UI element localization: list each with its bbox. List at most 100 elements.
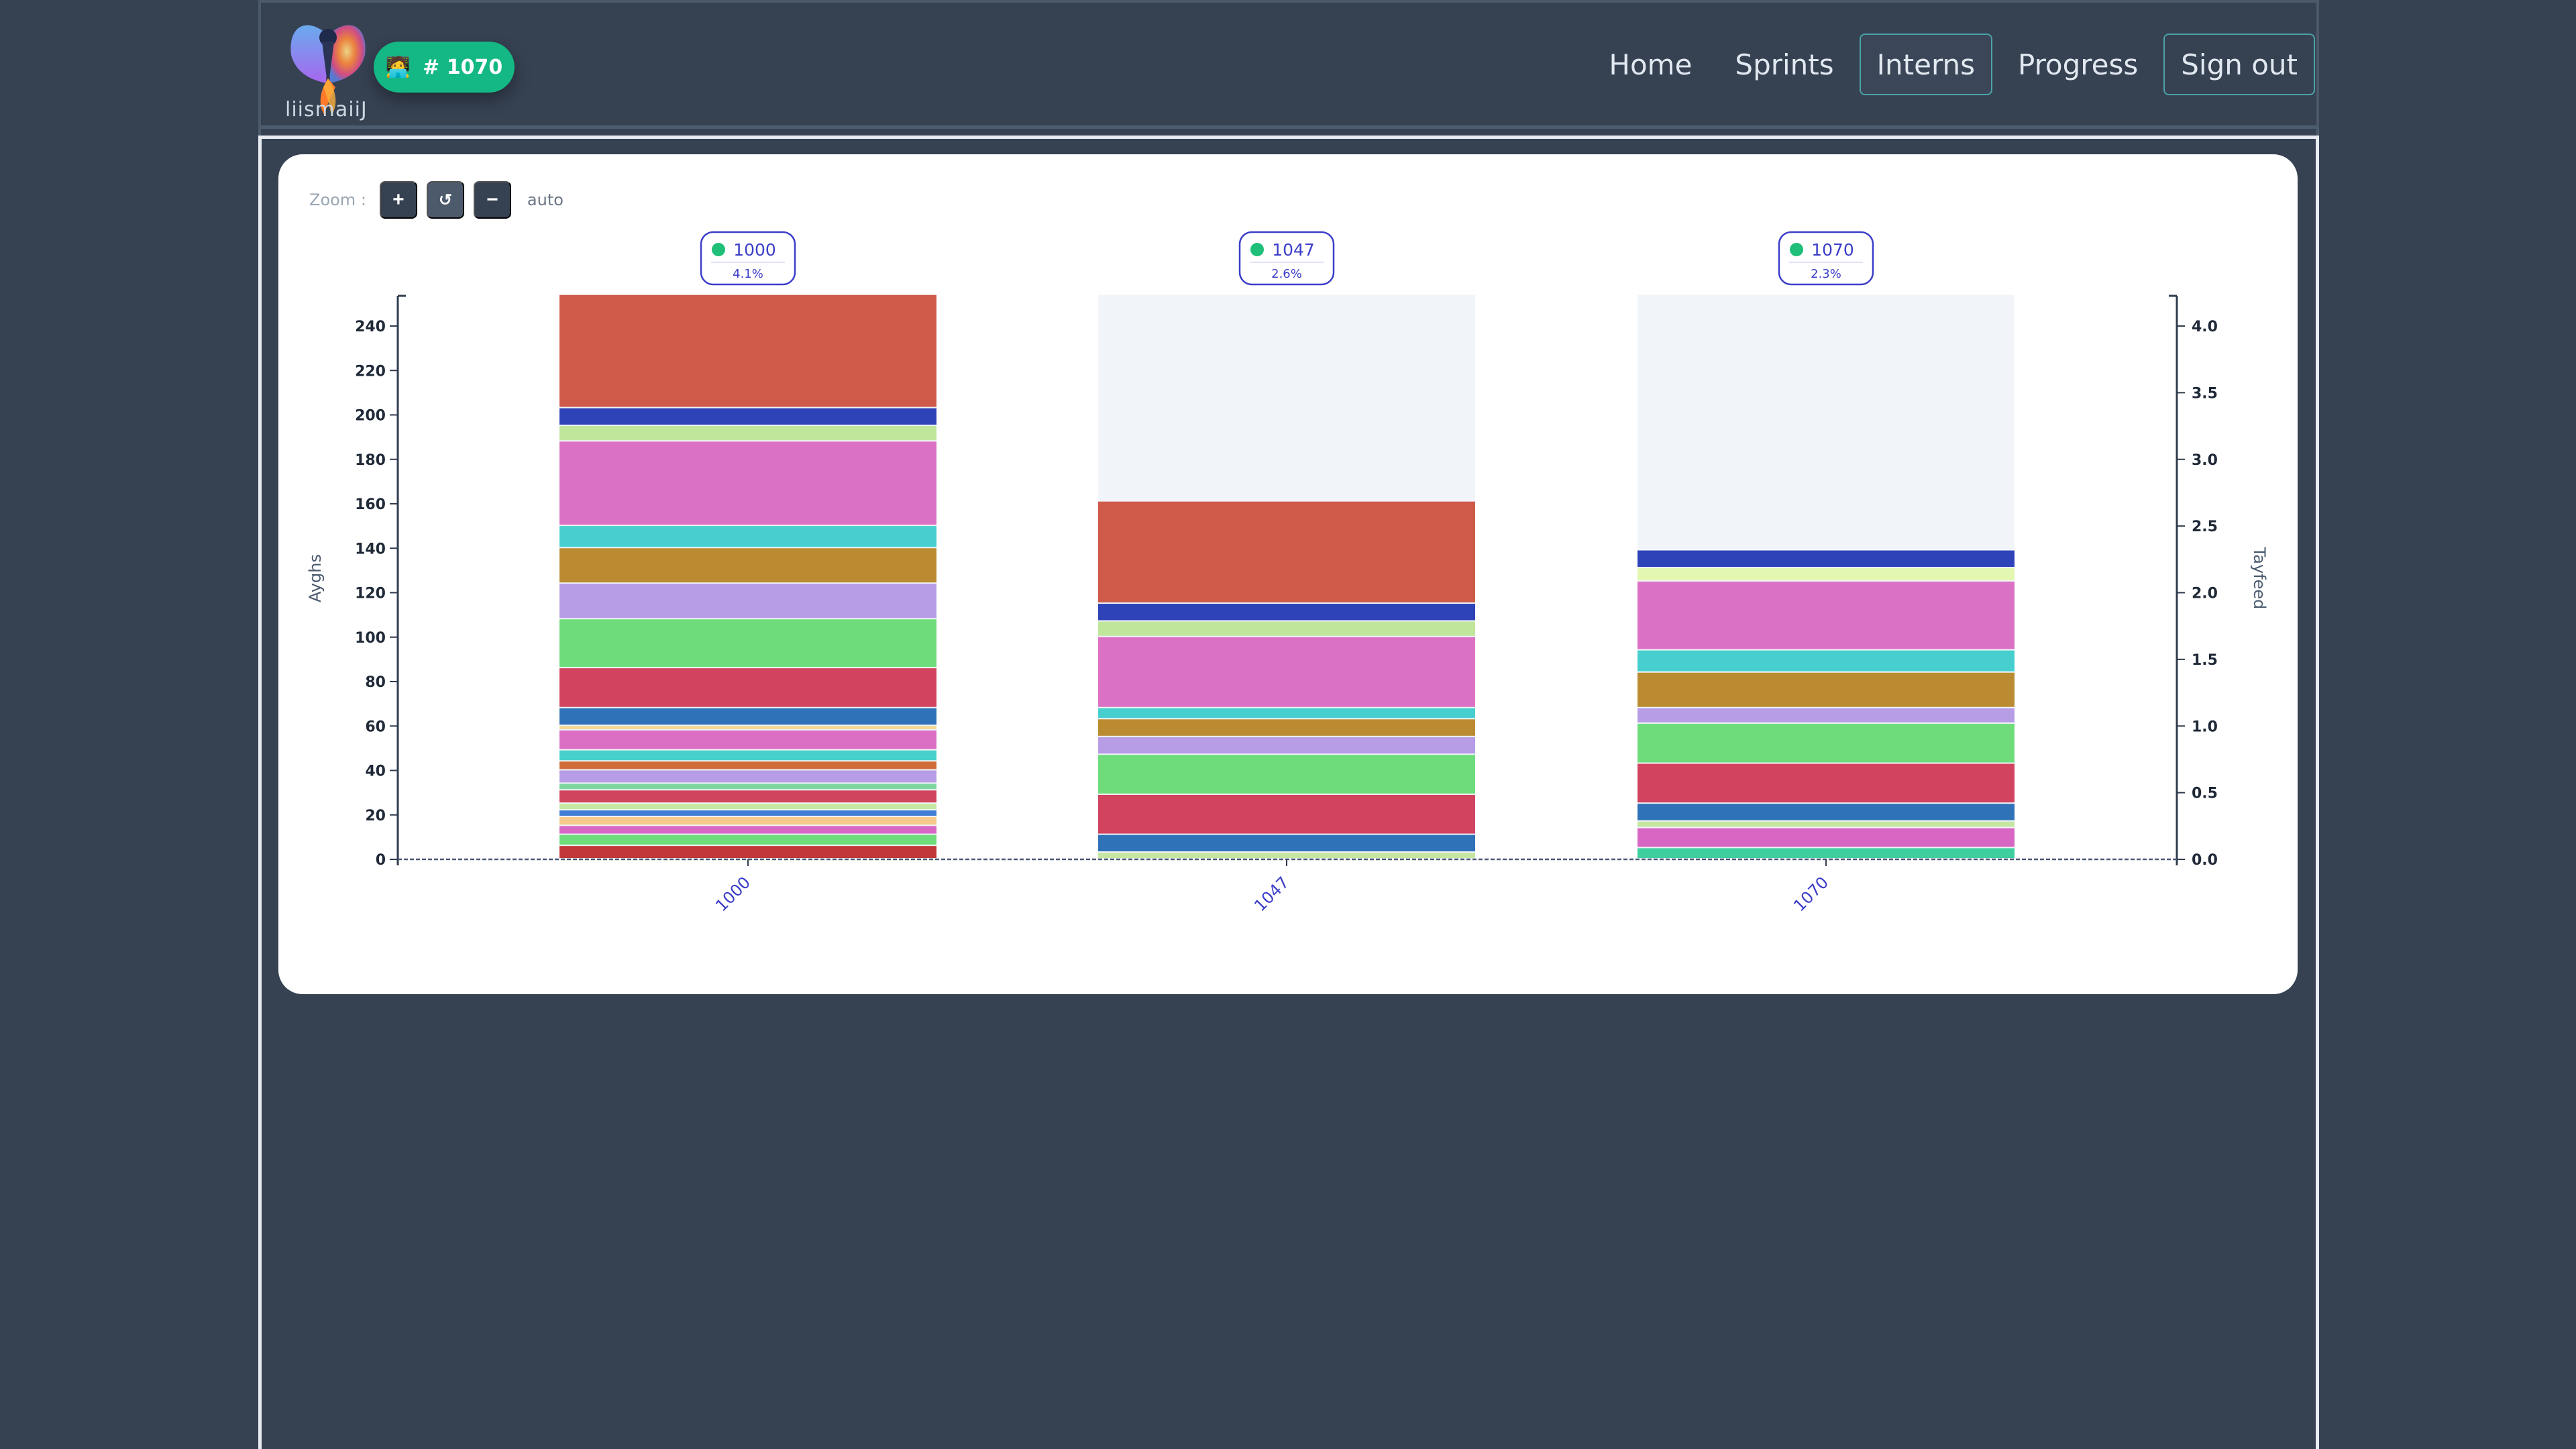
- bar-segment-1000-8: [559, 770, 936, 783]
- bar-segment-1000-9: [559, 761, 936, 769]
- bar-segment-1070-7: [1638, 672, 2015, 707]
- y2-tick-label: 2.0: [2192, 586, 2218, 602]
- nav-sprints[interactable]: Sprints: [1735, 48, 1834, 81]
- bar-tag-percent: 2.3%: [1811, 267, 1841, 281]
- bar-segment-1047-4: [1098, 737, 1475, 754]
- intern-badge[interactable]: 🧑‍💻 # 1070: [374, 42, 515, 93]
- bar-tag-label: 1070: [1811, 240, 1854, 260]
- bar-segment-1000-21: [559, 408, 936, 425]
- bar-segment-1000-20: [559, 426, 936, 441]
- bar-tag-1070: [1778, 231, 1874, 286]
- nav-home[interactable]: Home: [1609, 48, 1693, 81]
- bar-segment-1047-2: [1098, 794, 1475, 834]
- bar-segment-1000-5: [559, 804, 936, 810]
- nav-links: Home Sprints Interns Progress Sign out: [1583, 34, 2315, 95]
- logo-text: liismaiiJ: [285, 98, 368, 121]
- y2-tick-label: 1.0: [2192, 718, 2218, 735]
- bar-segment-1047-1: [1098, 835, 1475, 852]
- bar-segment-1047-6: [1098, 708, 1475, 718]
- bar-segment-1070-1: [1638, 828, 2015, 847]
- bar-segment-1047-8: [1098, 621, 1475, 636]
- zoom-reset-button[interactable]: ↺: [426, 181, 464, 219]
- bar-tag-1000: [700, 231, 796, 286]
- bar-segment-1000-12: [559, 726, 936, 729]
- bar-segment-1070-3: [1638, 804, 2015, 820]
- y-tick-label: 20: [365, 808, 386, 824]
- bar-segment-1070-0: [1638, 848, 2015, 858]
- zoom-label: Zoom :: [309, 191, 366, 209]
- sign-out-button[interactable]: Sign out: [2163, 34, 2315, 95]
- zoom-in-button[interactable]: +: [379, 181, 417, 219]
- bar-segment-1000-3: [559, 817, 936, 825]
- bar-tag-dot: [1790, 243, 1803, 256]
- coder-icon: 🧑‍💻: [385, 55, 411, 79]
- bar-segment-1047-9: [1098, 604, 1475, 621]
- y-tick-label: 240: [355, 319, 386, 335]
- y-tick-label: 60: [365, 718, 386, 735]
- bar-tag-label: 1000: [733, 240, 776, 260]
- bar-tag-dot: [1250, 243, 1264, 256]
- y-tick-label: 220: [355, 363, 386, 380]
- y2-tick-label: 3.5: [2192, 385, 2218, 402]
- bar-segment-1047-10: [1098, 501, 1475, 603]
- bar-segment-1000-16: [559, 584, 936, 619]
- bar-segment-1070-10: [1638, 568, 2015, 580]
- bar-segment-1000-6: [559, 790, 936, 803]
- stacked-bar-chart: 1000 1000 4.1% 1047 1047 2.6% 1070 1070 2.3% 0 20 4…: [306, 231, 2269, 915]
- bar-segment-1047-5: [1098, 719, 1475, 736]
- y-axis-title: Ayghs: [306, 554, 325, 602]
- bar-segment-1000-11: [559, 730, 936, 749]
- zoom-controls: Zoom : + ↺ − auto: [309, 181, 564, 219]
- top-navbar: liismaiiJ 🧑‍💻 # 1070 Home Sprints Intern…: [258, 0, 2319, 129]
- bar-segment-1070-6: [1638, 708, 2015, 722]
- x-tick-label: 1070: [1790, 873, 1832, 915]
- y-tick-label: 40: [365, 763, 386, 780]
- nav-progress[interactable]: Progress: [2018, 48, 2139, 81]
- x-tick-label: 1000: [712, 873, 754, 915]
- y-tick-label: 180: [355, 452, 386, 469]
- bar-segment-1000-22: [559, 294, 936, 407]
- bar-segment-1070-5: [1638, 723, 2015, 763]
- bar-segment-1000-0: [559, 846, 936, 858]
- bar-segment-1000-2: [559, 826, 936, 834]
- bar-tag-dot: [712, 243, 725, 256]
- bar-segment-1000-19: [559, 441, 936, 525]
- y2-axis-title: Tayfeed: [2250, 547, 2269, 610]
- y-tick-label: 140: [355, 541, 386, 557]
- bar-segment-1000-15: [559, 619, 936, 667]
- bar-tag-percent: 2.6%: [1271, 267, 1302, 281]
- bar-segment-1047-0: [1098, 853, 1475, 858]
- nav-interns[interactable]: Interns: [1859, 34, 1992, 95]
- zoom-out-button[interactable]: −: [473, 181, 511, 219]
- y2-tick-label: 0.0: [2192, 852, 2218, 869]
- bar-segment-1000-10: [559, 750, 936, 761]
- y-tick-label: 100: [355, 630, 386, 647]
- bar-segment-1047-3: [1098, 755, 1475, 794]
- bar-segment-1047-7: [1098, 637, 1475, 707]
- chart-card: Zoom : + ↺ − auto 1000 1000 4.1% 1047 1047 2.…: [278, 154, 2298, 994]
- x-tick-label: 1047: [1250, 873, 1293, 915]
- bar-segment-1000-1: [559, 835, 936, 845]
- y-tick-label: 0: [376, 852, 386, 869]
- zoom-mode-label: auto: [527, 191, 564, 209]
- bar-tag-1047: [1238, 231, 1335, 286]
- bar-segment-1000-13: [559, 708, 936, 725]
- y-tick-label: 160: [355, 496, 386, 513]
- phoenix-logo-icon[interactable]: [284, 8, 372, 125]
- bar-tag-label: 1047: [1272, 240, 1315, 260]
- y-tick-label: 200: [355, 408, 386, 425]
- y2-tick-label: 4.0: [2192, 319, 2218, 335]
- bar-segment-1070-8: [1638, 650, 2015, 672]
- y2-tick-label: 0.5: [2192, 786, 2218, 802]
- bar-segment-1000-17: [559, 548, 936, 583]
- y2-tick-label: 2.5: [2192, 519, 2218, 535]
- bar-segment-1070-4: [1638, 763, 2015, 803]
- bar-segment-1000-4: [559, 810, 936, 816]
- bar-tag-percent: 4.1%: [733, 267, 763, 281]
- bar-segment-1070-2: [1638, 821, 2015, 827]
- y-tick-label: 80: [365, 674, 386, 691]
- y-tick-label: 120: [355, 586, 386, 602]
- bar-segment-1000-18: [559, 526, 936, 547]
- content-frame: [258, 136, 2319, 1449]
- y2-tick-label: 1.5: [2192, 652, 2218, 669]
